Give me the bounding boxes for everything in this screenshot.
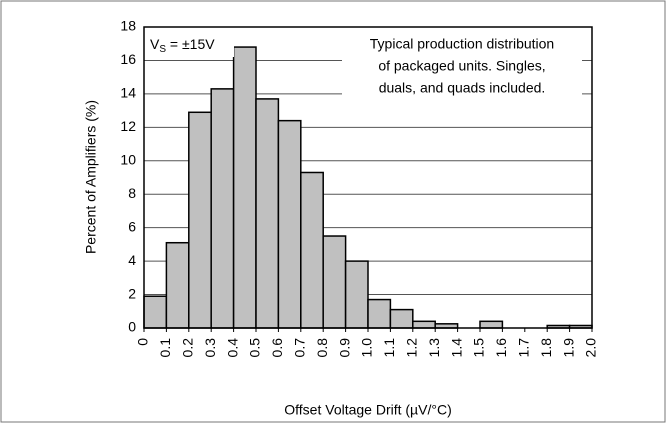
- note-line: duals, and quads included.: [379, 80, 546, 96]
- note-line: Typical production distribution: [370, 36, 554, 52]
- y-tick-label: 16: [120, 51, 136, 67]
- supply-label: VS = ±15V: [150, 36, 215, 55]
- note-line: of packaged units. Singles,: [378, 58, 545, 74]
- bar: [479, 320, 504, 329]
- x-tick-label: 1.8: [538, 338, 554, 358]
- y-tick-label: 4: [128, 252, 136, 268]
- y-tick-label: 6: [128, 218, 136, 234]
- x-tick-label: 1.0: [359, 338, 375, 358]
- x-tick-label: 1.2: [404, 338, 420, 358]
- x-tick-label: 0.7: [292, 338, 308, 358]
- y-tick-label: 8: [128, 185, 136, 201]
- bar: [322, 235, 347, 329]
- y-tick-label: 2: [128, 285, 136, 301]
- bar: [300, 171, 324, 329]
- x-tick-label: 0.3: [202, 338, 218, 358]
- y-tick-label: 14: [120, 85, 136, 101]
- bars: [143, 46, 593, 329]
- label-bg: [146, 33, 234, 57]
- x-tick-label: 0: [135, 338, 151, 346]
- note-bg: [342, 34, 582, 102]
- bar: [277, 119, 302, 329]
- x-tick-label: 1.1: [381, 338, 397, 358]
- y-tick-label: 0: [128, 319, 136, 335]
- x-tick-label: 0.8: [314, 338, 330, 358]
- bar: [143, 295, 168, 329]
- bar: [188, 111, 212, 329]
- bar: [255, 98, 280, 329]
- x-tick-label: 2.0: [583, 338, 599, 358]
- bar: [344, 260, 369, 329]
- supply-rest: = ±15V: [166, 36, 215, 52]
- supply-subscript: S: [159, 44, 166, 55]
- x-tick-label: 1.9: [560, 338, 576, 358]
- x-tick-label: 1.3: [426, 338, 442, 358]
- y-tick-label: 18: [120, 18, 136, 34]
- bar: [389, 308, 414, 329]
- x-tick-label: 1.6: [493, 338, 509, 358]
- y-tick-label: 12: [120, 118, 136, 134]
- bar: [165, 241, 190, 329]
- x-tick-label: 1.7: [516, 338, 532, 358]
- x-tick-label: 0.4: [224, 338, 240, 358]
- y-tick-label: 10: [120, 151, 136, 167]
- x-tick-label: 0.1: [157, 338, 173, 358]
- x-axis-label: Offset Voltage Drift (µV/°C): [284, 402, 451, 418]
- bar: [232, 46, 257, 329]
- bar: [412, 320, 436, 329]
- y-axis-label: Percent of Amplifiers (%): [83, 100, 99, 254]
- x-tick-label: 0.9: [336, 338, 352, 358]
- x-tick-label: 1.4: [448, 338, 464, 358]
- bar: [210, 88, 235, 329]
- x-tick-label: 0.6: [269, 338, 285, 358]
- supply-base: V: [150, 36, 160, 52]
- x-tick-label: 0.2: [180, 338, 196, 358]
- x-tick-label: 0.5: [247, 338, 263, 358]
- x-tick-label: 1.5: [471, 338, 487, 358]
- bar: [367, 298, 392, 329]
